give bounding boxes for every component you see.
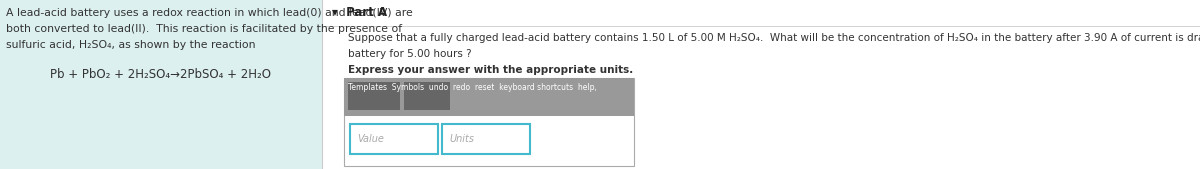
Text: Suppose that a fully charged lead-acid battery contains 1.50 L of 5.00 M H₂SO₄. : Suppose that a fully charged lead-acid b… [348,33,1200,43]
Bar [343,78,634,116]
Bar [343,78,634,166]
Text: Value: Value [358,134,384,144]
Text: Templates  Symbols  undo  redo  reset  keyboard shortcuts  help,: Templates Symbols undo redo reset keyboa… [348,83,596,92]
Bar [442,124,529,154]
Bar [348,82,400,110]
Text: Express your answer with the appropriate units.: Express your answer with the appropriate… [348,65,632,75]
Text: A lead-acid battery uses a redox reaction in which lead(0) and lead(IV) are: A lead-acid battery uses a redox reactio… [6,8,413,18]
Text: ▾  Part A: ▾ Part A [331,6,386,19]
Text: both converted to lead(II).  This reaction is facilitated by the presence of: both converted to lead(II). This reactio… [6,24,402,34]
Text: sulfuric acid, H₂SO₄, as shown by the reaction: sulfuric acid, H₂SO₄, as shown by the re… [6,40,256,50]
Text: Pb + PbO₂ + 2H₂SO₄→2PbSO₄ + 2H₂O: Pb + PbO₂ + 2H₂SO₄→2PbSO₄ + 2H₂O [50,68,271,81]
Bar [403,82,450,110]
Bar [0,0,322,169]
Text: Units: Units [450,134,475,144]
Bar [349,124,438,154]
Text: battery for 5.00 hours ?: battery for 5.00 hours ? [348,49,472,59]
